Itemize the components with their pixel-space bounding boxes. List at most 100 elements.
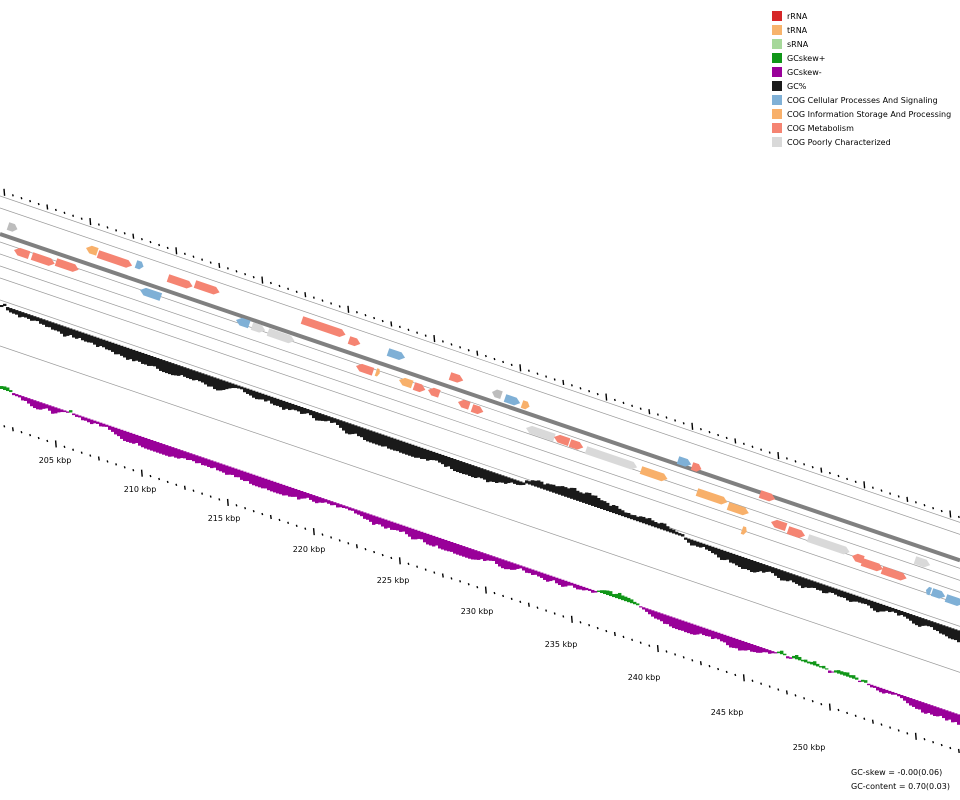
skew-bar-negative: [36, 401, 40, 410]
skew-bar-negative: [540, 572, 544, 578]
gc-bar: [126, 347, 130, 360]
skew-bar-positive: [612, 594, 616, 598]
tick-mark: [123, 466, 126, 469]
skew-bar-negative: [387, 520, 391, 528]
gene-arrow: [554, 434, 571, 446]
gene-arrow: [448, 372, 464, 383]
gc-bar: [270, 396, 274, 404]
skew-bar-negative: [669, 616, 673, 627]
tick-mark: [906, 496, 909, 502]
gene-arrow: [860, 558, 883, 572]
tick-mark: [321, 299, 324, 302]
gc-bar: [927, 620, 931, 627]
tick-mark: [476, 585, 479, 589]
gc-bar: [579, 492, 583, 502]
gc-bar: [459, 461, 463, 474]
skew-bar-negative: [336, 503, 340, 508]
skew-bar-negative: [93, 420, 97, 424]
skew-bar-negative: [702, 627, 706, 636]
tick-mark: [837, 474, 840, 478]
skew-bar-negative: [720, 633, 724, 642]
skew-bar-negative: [828, 670, 832, 673]
gene-arrow: [786, 526, 806, 538]
gc-bar: [441, 454, 445, 465]
tick-mark: [588, 389, 591, 393]
skew-bar-positive: [795, 655, 799, 660]
gc-bar: [57, 324, 61, 332]
skew-bar-negative: [930, 705, 934, 715]
gc-bar: [33, 316, 37, 321]
skew-bar-negative: [867, 683, 871, 686]
skew-bar-negative: [507, 561, 511, 570]
tick-mark: [149, 474, 152, 478]
gc-bar: [519, 481, 523, 486]
skew-bar-negative: [21, 396, 25, 401]
tick-mark: [751, 679, 754, 682]
skew-bar-negative: [240, 470, 244, 480]
skew-bar-negative: [501, 559, 505, 569]
skew-bar-negative: [87, 418, 91, 423]
skew-bar-negative: [357, 510, 361, 515]
skew-bar-negative: [939, 708, 943, 716]
legend-swatch: [772, 53, 782, 63]
gc-bar: [105, 340, 109, 350]
gc-bar: [255, 391, 259, 400]
tick-mark: [957, 515, 960, 519]
tick-mark: [3, 425, 6, 428]
skew-bar-positive: [618, 592, 622, 600]
skew-bar-negative: [753, 645, 757, 653]
skew-bar-negative: [132, 433, 136, 444]
tick-mark: [622, 635, 625, 639]
tick-mark: [252, 275, 255, 279]
tick-mark: [880, 723, 883, 726]
gc-bar: [117, 344, 121, 355]
tick-mark: [785, 457, 788, 460]
gc-bar: [225, 381, 229, 390]
skew-bar-negative: [390, 521, 394, 530]
gc-bar: [51, 322, 55, 330]
legend-label: tRNA: [787, 25, 808, 35]
tick-mark: [484, 586, 487, 594]
tick-mark: [751, 445, 754, 448]
skew-bar-positive: [807, 661, 811, 664]
skew-bar-negative: [333, 502, 337, 506]
skew-bar-negative: [480, 552, 484, 560]
gc-bar: [855, 595, 859, 602]
gc-bar: [123, 346, 127, 358]
gc-bar: [69, 328, 73, 336]
gene-arrow: [300, 316, 346, 337]
gc-bar: [639, 516, 643, 523]
gc-bar: [306, 409, 310, 414]
gc-bar: [657, 523, 661, 529]
skew-bar-negative: [114, 427, 118, 435]
gc-bar: [633, 515, 637, 521]
gc-bar: [258, 392, 262, 400]
kbp-label: 230 kbp: [461, 607, 494, 616]
skew-bar-positive: [630, 599, 634, 604]
legend-label: sRNA: [787, 39, 809, 49]
gc-bar: [192, 370, 196, 381]
skew-bar-negative: [315, 496, 319, 504]
legend-swatch: [772, 67, 782, 77]
gc-bar: [222, 380, 226, 390]
gc-bar: [735, 554, 739, 566]
gc-bar: [585, 492, 589, 504]
gc-bar: [3, 303, 7, 307]
gene-arrow: [30, 252, 55, 266]
skew-bar-negative: [192, 454, 196, 462]
tick-mark: [949, 510, 952, 518]
skew-bar-negative: [897, 693, 901, 697]
gc-bar: [660, 522, 664, 530]
skew-bar-negative: [201, 457, 205, 466]
skew-bar-negative: [66, 411, 70, 413]
skew-bar-negative: [324, 499, 328, 503]
gc-bar: [231, 383, 235, 389]
tick-mark: [760, 682, 763, 685]
gc-bar: [234, 384, 238, 389]
skew-bar-negative: [858, 680, 862, 683]
legend-swatch: [772, 11, 782, 21]
tick-mark: [777, 688, 780, 691]
gene-arrow: [806, 534, 850, 555]
tick-mark: [450, 577, 453, 580]
skew-bar-negative: [645, 608, 649, 612]
